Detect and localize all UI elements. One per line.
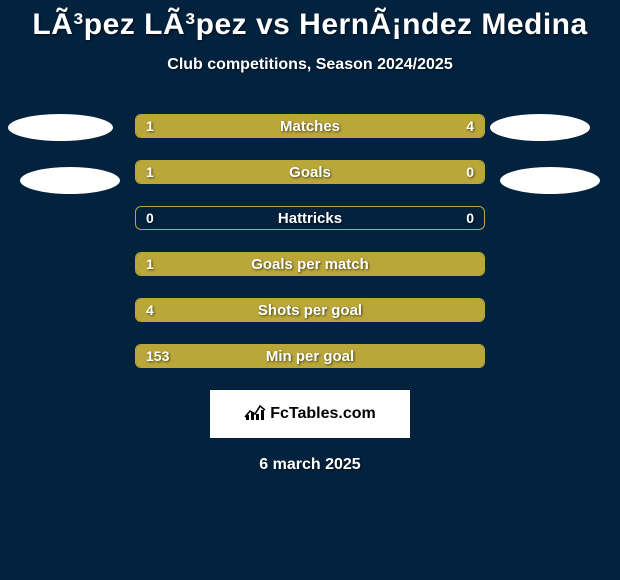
stat-row: 4Shots per goal [135,298,485,322]
stat-row: 14Matches [135,114,485,138]
stat-bars: 14Matches 10Goals 00Hattricks 1Goals per ma… [135,114,485,368]
stat-label: Goals [136,161,484,183]
stat-label: Hattricks [136,207,484,229]
player-ellipse [8,114,113,141]
subtitle: Club competitions, Season 2024/2025 [0,56,620,74]
chart-area: 14Matches 10Goals 00Hattricks 1Goals per ma… [0,114,620,368]
stat-label: Goals per match [136,253,484,275]
player-ellipse [490,114,590,141]
stat-label: Matches [136,115,484,137]
page-title: LÃ³pez LÃ³pez vs HernÃ¡ndez Medina [0,0,620,42]
stat-label: Shots per goal [136,299,484,321]
date-label: 6 march 2025 [0,456,620,474]
player-ellipse [500,167,600,194]
stat-row: 10Goals [135,160,485,184]
stat-row: 153Min per goal [135,344,485,368]
stat-row: 00Hattricks [135,206,485,230]
stat-row: 1Goals per match [135,252,485,276]
brand-label: FcTables.com [270,405,376,423]
stat-label: Min per goal [136,345,484,367]
chart-icon [244,403,266,426]
player-ellipse [20,167,120,194]
brand-box[interactable]: FcTables.com [210,390,410,438]
